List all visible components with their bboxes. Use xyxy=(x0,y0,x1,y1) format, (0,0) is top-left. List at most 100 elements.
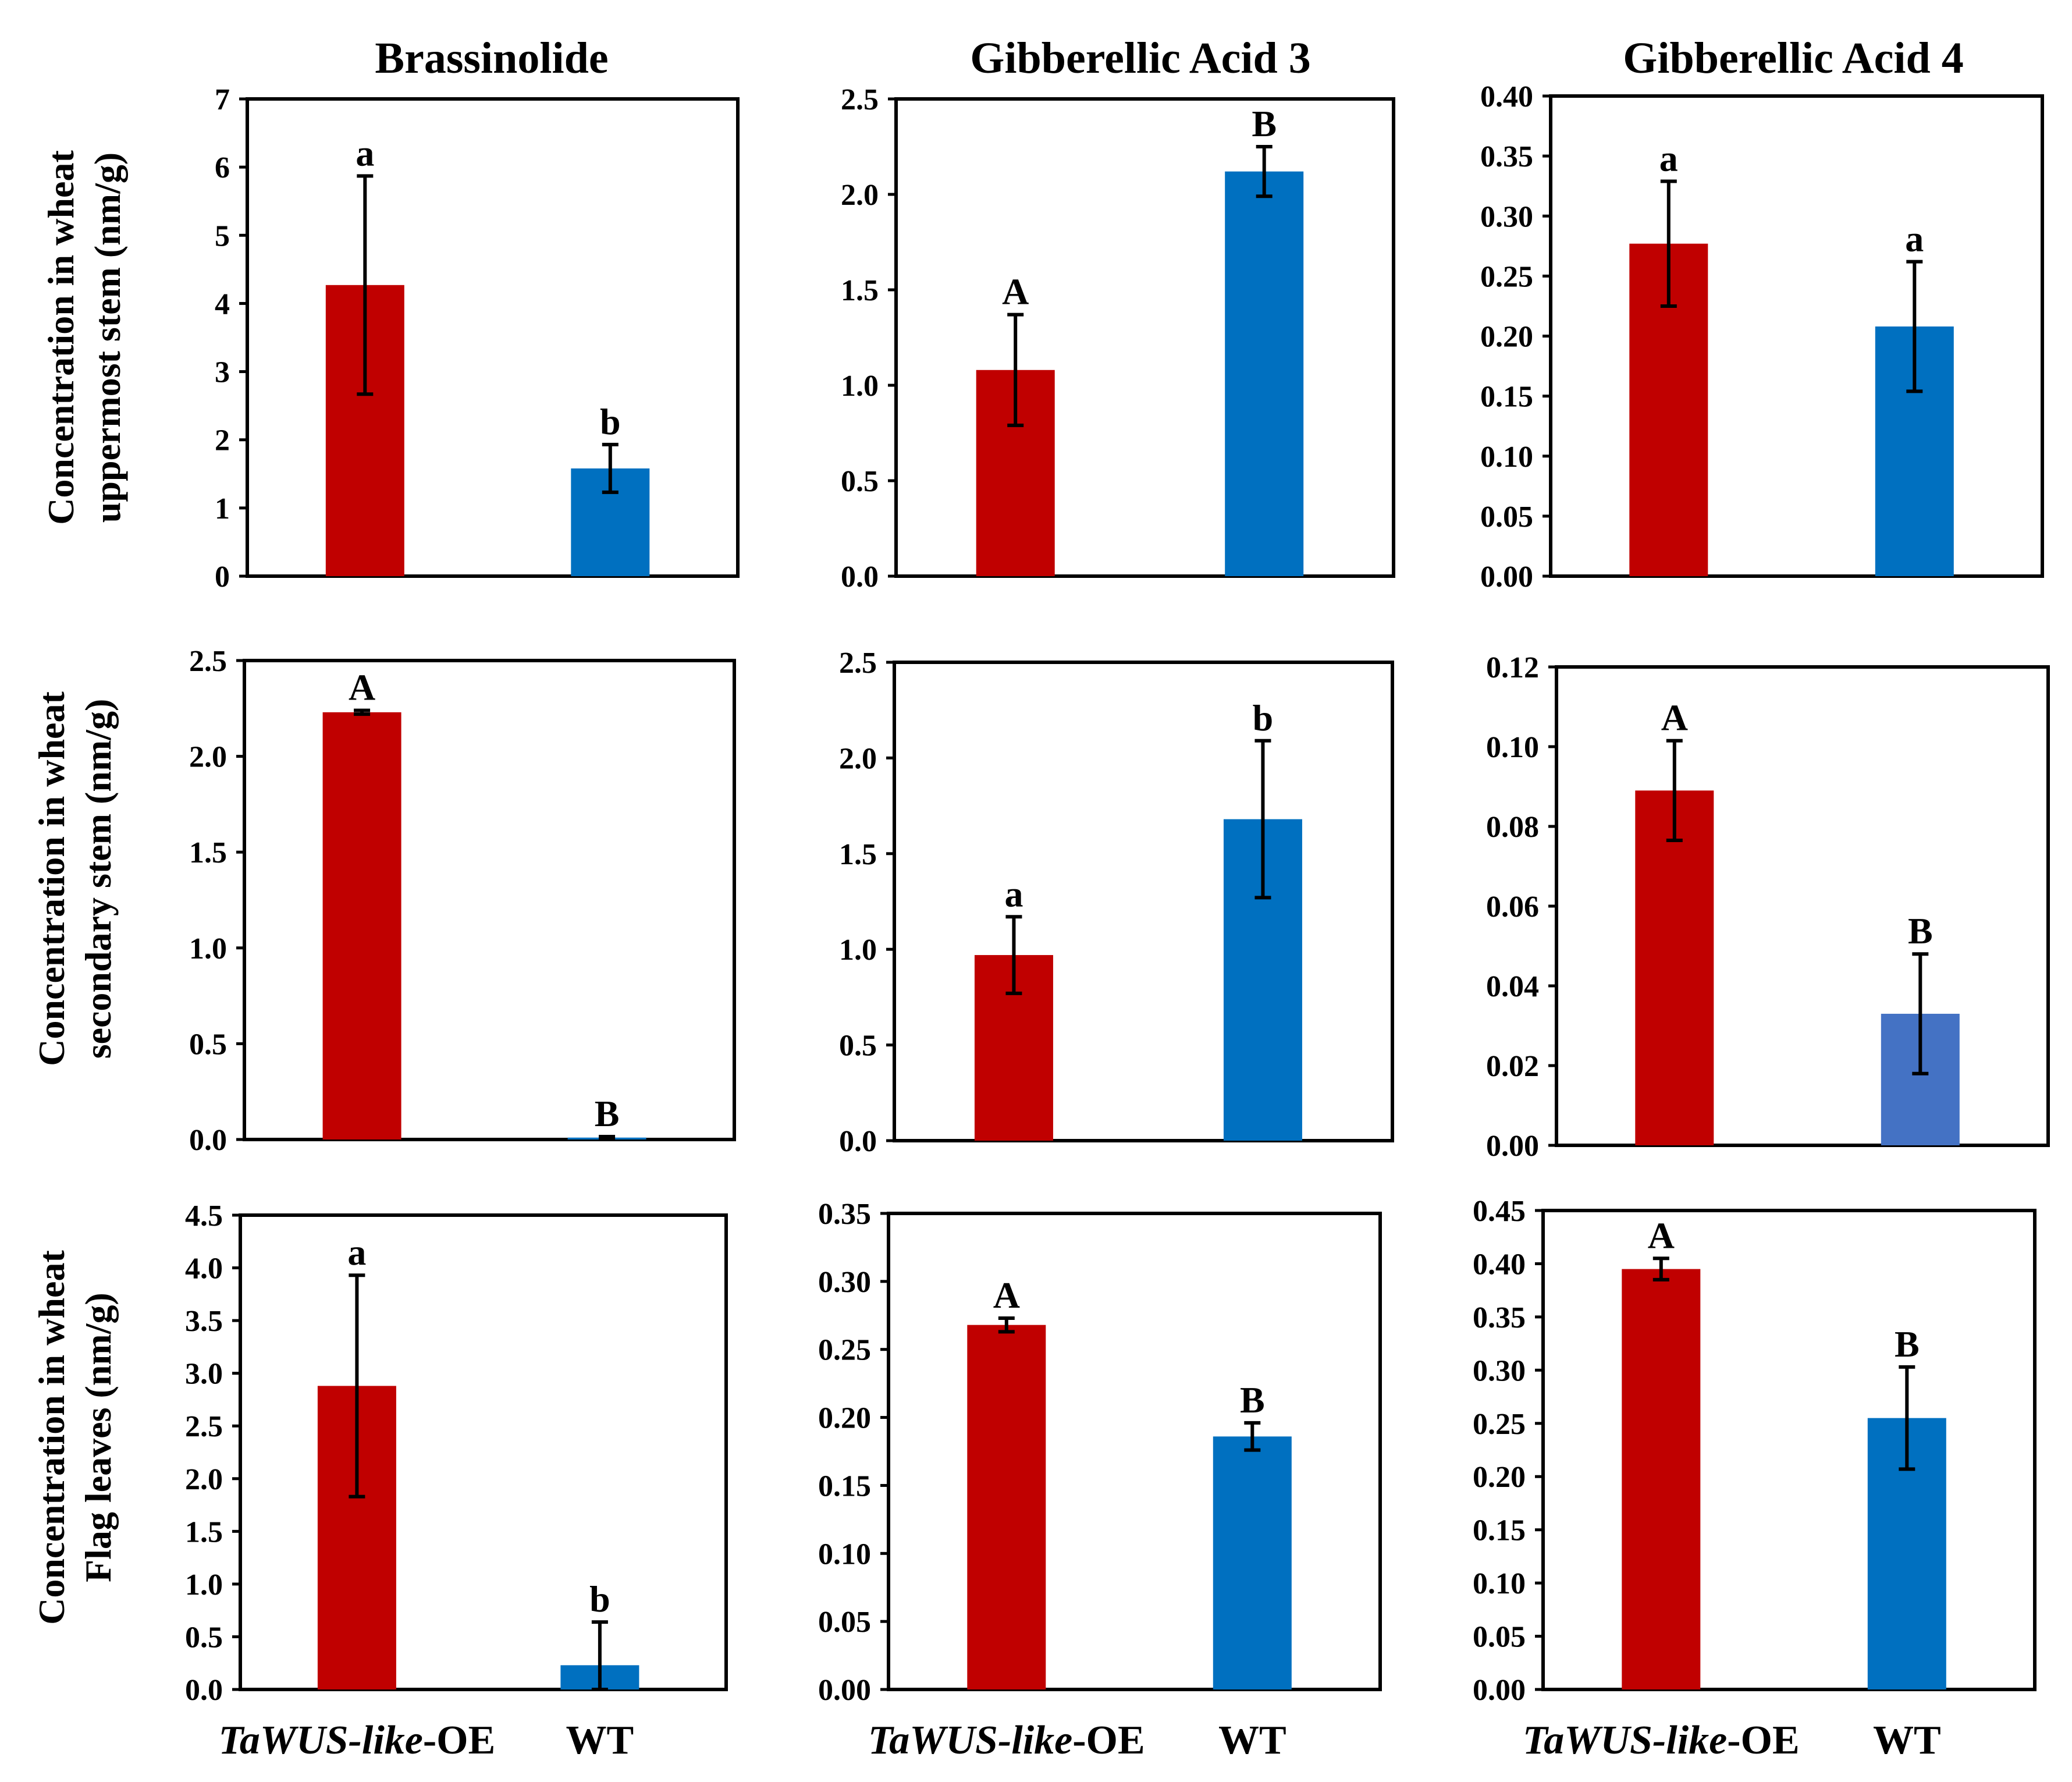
y-tick-label: 2.5 xyxy=(189,645,227,678)
y-tick-label: 0.05 xyxy=(1480,500,1533,534)
significance-label: B xyxy=(1240,1379,1265,1421)
panel-r3c2: 0.00 0.05 0.10 0.15 0.20 0.25 0.30 0.35 A B xyxy=(818,1198,1382,1707)
x-label-rest: WT xyxy=(1873,1718,1941,1763)
y-tick-label: 0.40 xyxy=(1473,1248,1526,1281)
bar-oe xyxy=(1635,790,1714,1145)
significance-label: A xyxy=(1648,1215,1675,1256)
bar-oe xyxy=(322,712,401,1140)
y-tick-label: 0.15 xyxy=(1473,1514,1526,1547)
x-label-rest: WT xyxy=(1218,1718,1286,1763)
x-label-italic: TaWUS-like xyxy=(1523,1718,1727,1763)
plot-frame xyxy=(243,659,736,1141)
y-tick-label: 0.06 xyxy=(1486,890,1539,924)
column-title-gibberellic-acid-3: Gibberellic Acid 3 xyxy=(970,34,1310,83)
y-tick-label: 0.15 xyxy=(1480,381,1533,414)
significance-label: a xyxy=(1905,218,1924,260)
y-tick-label: 0.30 xyxy=(1480,200,1533,233)
significance-label: a xyxy=(1004,873,1023,914)
y-tick-label: 0.00 xyxy=(1486,1130,1539,1163)
x-label-wt: WT xyxy=(566,1718,634,1763)
row-label-flag-leaves: Concentration in wheat Flag leaves (nm/g… xyxy=(31,1250,119,1625)
x-label-oe: TaWUS-like-OE xyxy=(868,1718,1145,1763)
significance-label: a xyxy=(1659,137,1678,179)
plot-frame xyxy=(239,1213,728,1691)
y-tick-label: 0.5 xyxy=(841,465,879,498)
panel-r1c2: 0.0 0.5 1.0 1.5 2.0 2.5 A B xyxy=(841,83,1395,594)
y-tick-label: 0.04 xyxy=(1486,970,1539,1003)
panel-r1c3: 0.00 0.05 0.10 0.15 0.20 0.25 0.30 0.35 0.40 a a xyxy=(1480,80,2044,594)
y-tick-label: 0.05 xyxy=(1473,1621,1526,1654)
panel-r3c3: 0.00 0.05 0.10 0.15 0.20 0.25 0.30 0.35 0.40 0.45… xyxy=(1473,1195,2037,1707)
y-tick-label: 3.0 xyxy=(185,1358,223,1391)
x-label-oe: TaWUS-like-OE xyxy=(1523,1718,1800,1763)
bar-wt xyxy=(1213,1436,1292,1689)
panel-r2c1: 0.0 0.5 1.0 1.5 2.0 2.5 A B xyxy=(189,645,736,1157)
x-label-italic: TaWUS-like xyxy=(868,1718,1072,1763)
y-tick-label: 2.5 xyxy=(841,83,879,116)
panel-r2c3: 0.00 0.02 0.04 0.06 0.08 0.10 0.12 A B xyxy=(1486,651,2050,1163)
y-tick-label: 2.0 xyxy=(839,742,877,775)
plot-frame xyxy=(893,661,1394,1142)
y-tick-label: 0.12 xyxy=(1486,651,1539,684)
y-tick-label: 0.5 xyxy=(839,1030,877,1063)
y-tick-label: 0.0 xyxy=(839,1125,877,1158)
y-tick-label: 0.30 xyxy=(818,1266,871,1299)
y-tick-label: 0.25 xyxy=(1480,260,1533,293)
y-tick-label: 4.5 xyxy=(185,1199,223,1233)
y-tick-label: 0.10 xyxy=(818,1538,871,1571)
row-label-secondary-stem: Concentration in wheat secondary stem (n… xyxy=(31,691,119,1066)
y-tick-label: 2.5 xyxy=(185,1410,223,1443)
y-tick-label: 1.0 xyxy=(841,370,879,403)
y-tick-label: 0.40 xyxy=(1480,80,1533,113)
plot-frame xyxy=(1555,665,2050,1147)
y-tick-label: 0.25 xyxy=(1473,1408,1526,1441)
y-tick-label: 0.00 xyxy=(1473,1674,1526,1707)
y-tick-label: 3 xyxy=(215,356,230,389)
column-title-gibberellic-acid-4: Gibberellic Acid 4 xyxy=(1623,34,1963,83)
y-tick-label: 0.35 xyxy=(1473,1301,1526,1334)
y-tick-label: 1.5 xyxy=(189,836,227,869)
significance-label: A xyxy=(1661,697,1688,739)
y-tick-label: 2 xyxy=(215,424,230,457)
y-tick-label: 0.20 xyxy=(1473,1461,1526,1494)
row-label-uppermost-stem: Concentration in wheat uppermost stem (n… xyxy=(40,150,128,525)
bar-oe xyxy=(1622,1269,1701,1689)
y-tick-label: 2.0 xyxy=(185,1463,223,1496)
panel-r3c1: 0.0 0.5 1.0 1.5 2.0 2.5 3.0 3.5 4.0 4.5 a b xyxy=(185,1199,728,1707)
row-label-line-1: Concentration in wheat xyxy=(31,691,72,1066)
x-label-rest: -OE xyxy=(1727,1718,1799,1763)
x-label-oe: TaWUS-like-OE xyxy=(219,1718,496,1763)
y-tick-label: 0.0 xyxy=(185,1674,223,1707)
y-tick-label: 1.0 xyxy=(189,932,227,965)
x-label-rest: WT xyxy=(566,1718,634,1763)
plot-frame xyxy=(887,1212,1382,1691)
significance-label: B xyxy=(1908,910,1933,952)
bar-oe xyxy=(967,1325,1046,1689)
y-tick-label: 0.02 xyxy=(1486,1050,1539,1083)
y-tick-label: 1.5 xyxy=(841,274,879,307)
y-tick-label: 0.00 xyxy=(1480,560,1533,594)
y-tick-label: 0.10 xyxy=(1480,441,1533,474)
x-label-rest: -OE xyxy=(423,1718,495,1763)
y-tick-label: 1.5 xyxy=(185,1515,223,1549)
y-tick-label: 0.10 xyxy=(1486,731,1539,764)
y-tick-label: 0.5 xyxy=(189,1028,227,1061)
panel-r2c2: 0.0 0.5 1.0 1.5 2.0 2.5 a b xyxy=(839,647,1394,1158)
x-label-wt: WT xyxy=(1873,1718,1941,1763)
significance-label: A xyxy=(349,667,375,708)
row-label-line-2: Flag leaves (nm/g) xyxy=(77,1293,119,1582)
significance-label: B xyxy=(1895,1323,1920,1365)
plot-frame xyxy=(1549,94,2044,578)
significance-label: b xyxy=(600,401,621,442)
panel-r1c1: 0 1 2 3 4 5 6 7 a b xyxy=(215,83,740,594)
y-tick-label: 7 xyxy=(215,83,230,116)
y-tick-label: 0.20 xyxy=(1480,321,1533,354)
x-label-rest: -OE xyxy=(1072,1718,1145,1763)
significance-label: b xyxy=(589,1578,610,1620)
row-label-line-2: uppermost stem (nm/g) xyxy=(87,152,128,523)
y-tick-label: 3.5 xyxy=(185,1305,223,1338)
y-tick-label: 0 xyxy=(215,560,230,594)
y-tick-label: 4.0 xyxy=(185,1252,223,1286)
y-tick-label: 0.35 xyxy=(818,1198,871,1231)
